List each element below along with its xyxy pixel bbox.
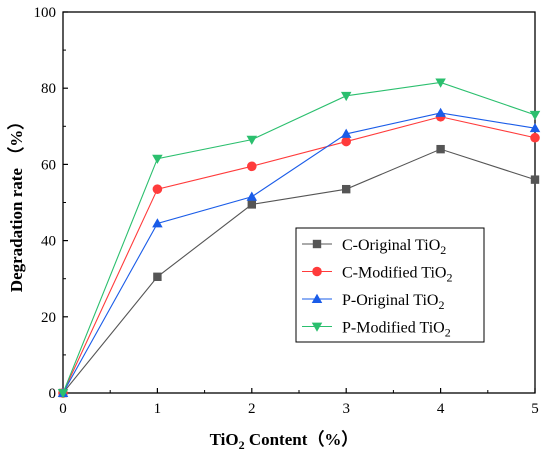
data-point <box>342 184 351 194</box>
legend-box <box>295 227 485 343</box>
y-tick-label: 0 <box>49 386 57 402</box>
data-point <box>530 132 540 143</box>
y-tick-label: 80 <box>41 81 56 97</box>
series-4 <box>57 78 541 399</box>
data-point <box>311 293 323 303</box>
y-axis-title: Degradation rate （%） <box>6 113 26 292</box>
x-tick-label: 4 <box>437 401 445 417</box>
data-point <box>340 128 352 138</box>
legend-label: P-Original TiO2 <box>342 292 444 312</box>
data-point <box>312 239 322 249</box>
data-point <box>340 91 352 102</box>
data-point <box>153 272 162 281</box>
legend-label: C-Modified TiO2 <box>342 265 452 285</box>
data-point <box>152 218 163 228</box>
x-axis-title: TiO2 Content（%） <box>210 429 359 452</box>
legend-item: P-Original TiO2 <box>302 292 444 312</box>
data-point <box>341 136 352 147</box>
data-point <box>311 322 323 332</box>
data-point <box>435 107 446 117</box>
x-tick-label: 1 <box>154 401 162 417</box>
data-point <box>57 389 69 399</box>
data-point <box>152 184 163 194</box>
series-3 <box>57 107 541 397</box>
x-axis-title-rest: Content（%） <box>245 429 359 449</box>
legend-label: P-Modified TiO2 <box>342 320 451 340</box>
axis-ticks: 0 20 40 60 80 100 0 1 2 3 4 5 <box>34 5 539 417</box>
y-tick-label: 40 <box>41 234 56 250</box>
legend-item: C-Original TiO2 <box>302 237 446 257</box>
series-line <box>62 81 536 394</box>
data-point <box>529 122 541 133</box>
series-group <box>57 78 541 399</box>
data-point <box>247 200 256 209</box>
legend: C-Original TiO2 C-Modified TiO2 P-Original… <box>295 227 485 343</box>
data-point <box>312 266 322 277</box>
x-tick-label: 3 <box>342 401 350 417</box>
data-point <box>152 154 163 164</box>
x-tick-label: 0 <box>59 401 67 417</box>
data-point <box>246 191 258 201</box>
legend-label: C-Original TiO2 <box>342 237 446 257</box>
x-axis-title-main: TiO <box>210 430 239 449</box>
data-point <box>246 135 258 145</box>
x-axis-title-subscript: 2 <box>239 438 245 452</box>
x-tick-label: 5 <box>531 401 539 417</box>
series-line <box>62 148 536 394</box>
legend-item: P-Modified TiO2 <box>302 320 451 340</box>
data-point <box>435 78 446 88</box>
y-tick-label: 60 <box>41 157 56 173</box>
y-tick-label: 20 <box>41 310 56 326</box>
data-point <box>530 175 540 184</box>
data-point <box>529 110 541 121</box>
series-line <box>62 116 536 394</box>
legend-item: C-Modified TiO2 <box>302 265 452 285</box>
series-line <box>62 112 536 394</box>
x-tick-label: 2 <box>248 401 256 417</box>
data-point <box>436 144 445 154</box>
y-tick-label: 100 <box>34 5 57 21</box>
data-point <box>247 161 257 172</box>
